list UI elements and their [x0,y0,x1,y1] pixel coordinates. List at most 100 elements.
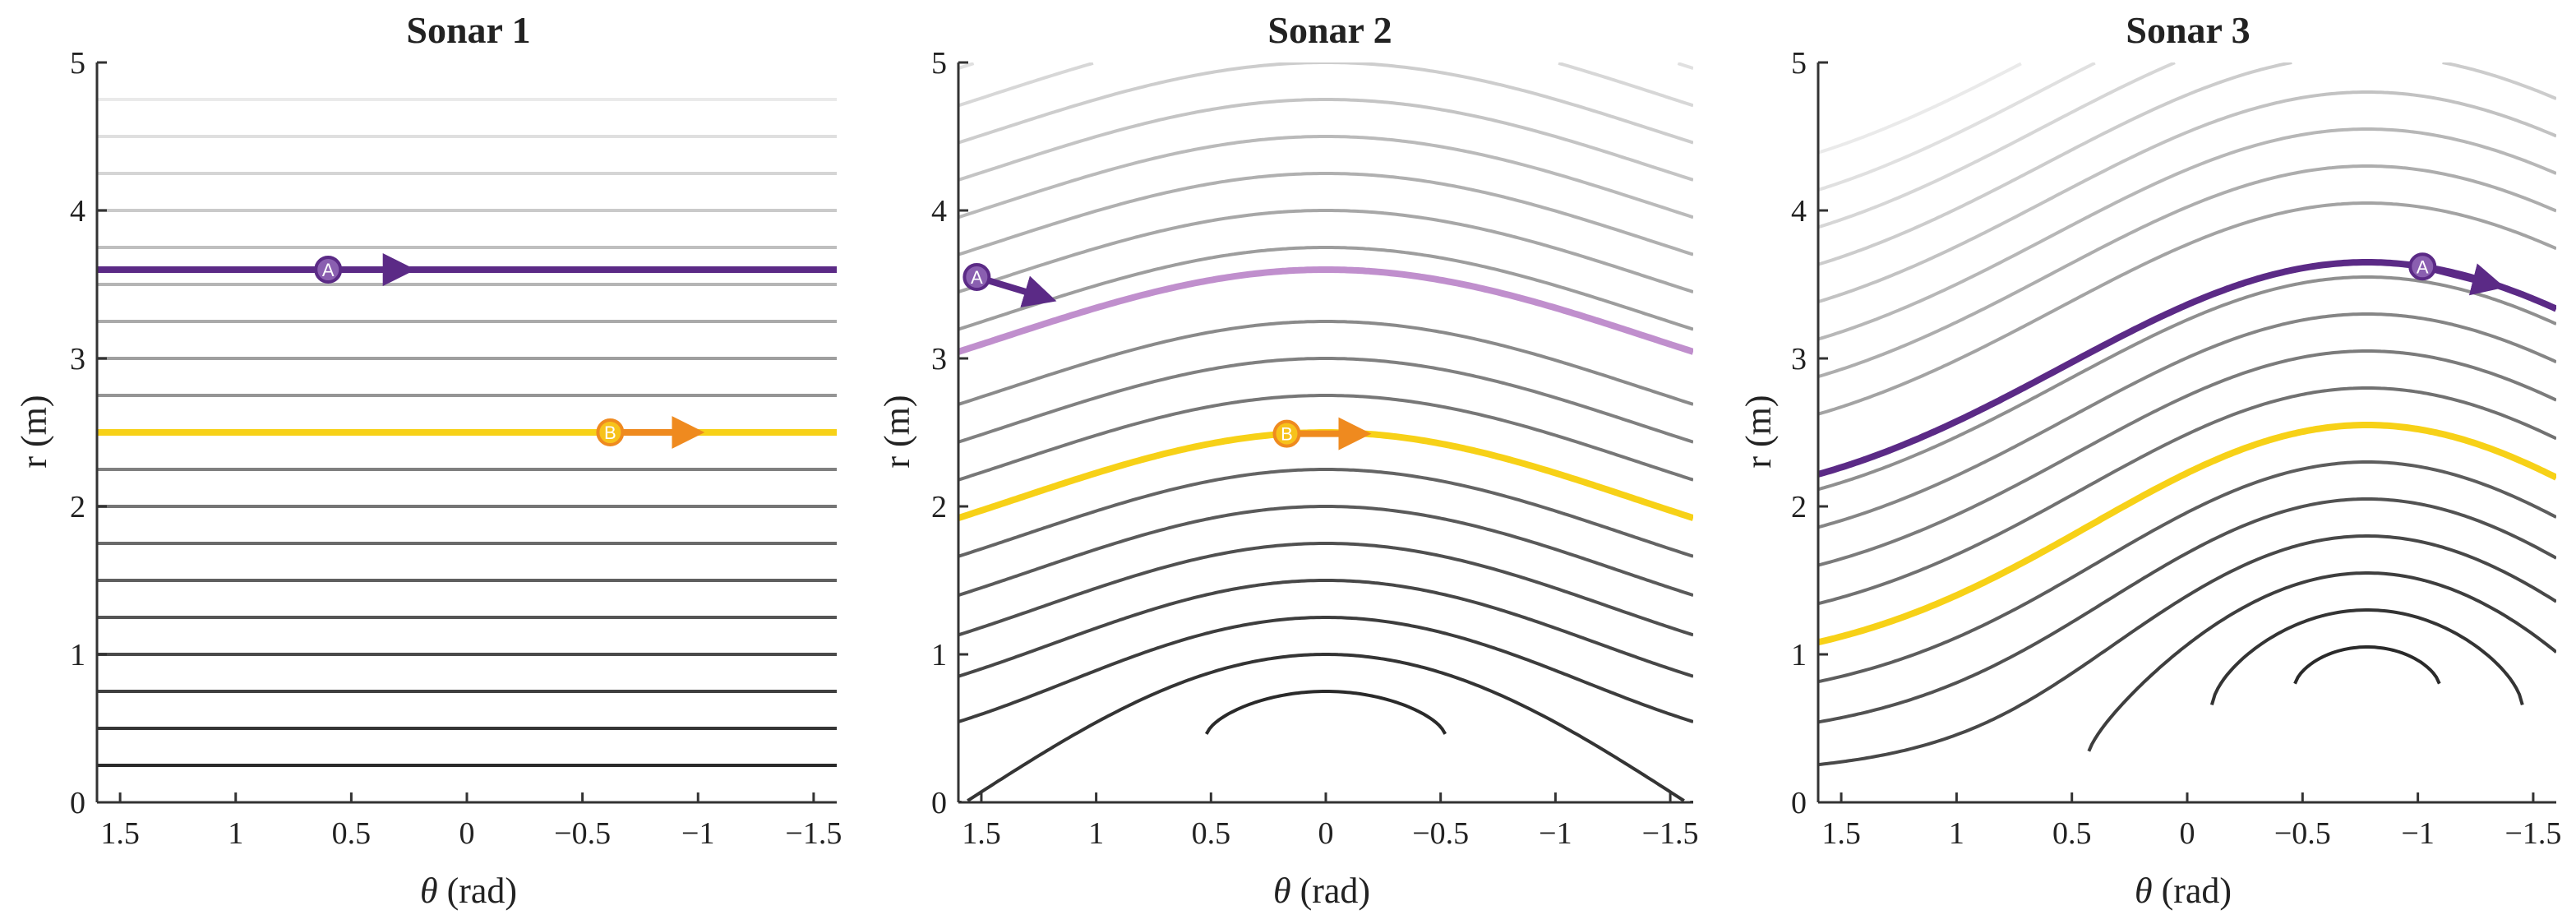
marker-a [963,263,991,291]
marker-b [596,418,625,446]
contour-lines [97,98,837,767]
y-tick-label: 3 [1791,342,1807,377]
y-tick-label: 3 [70,342,85,377]
markers: AB [314,253,705,449]
contour-line [1818,62,2096,192]
highlight-line-a [1818,259,2556,478]
y-tick-label: 2 [931,490,947,524]
highlighted-lines [97,266,837,436]
x-tick-label: 1 [1088,816,1104,851]
contour-line [958,246,1693,331]
contour-line [2293,645,2441,685]
contour-line [2209,608,2524,705]
y-axis-label: r (m) [877,395,917,468]
x-tick-label: −1.5 [1642,816,1699,851]
contour-line [958,542,1693,637]
marker-label: A [2417,256,2429,277]
y-tick-label: 5 [70,46,85,81]
marker-label: A [971,267,983,288]
x-tick-label: −0.5 [1412,816,1469,851]
y-tick-label: 1 [70,638,85,672]
contour-line [958,579,1693,678]
y-axis-label: r (m) [1738,395,1779,468]
x-tick-label: −0.5 [554,816,611,851]
axes: 0 1 2 3 4 5 1.5 1 0.5 0 −0.5 −1 −1.5 [1791,46,2561,851]
contour-line [1818,164,2556,379]
marker-label: B [1281,424,1293,445]
x-tick-label: 1.5 [100,816,140,851]
highlight-line-b [1818,422,2556,646]
marker-a [2408,252,2437,281]
y-tick-label: 3 [931,342,947,377]
marker-label: B [604,423,616,443]
x-tick-label: 0 [2180,816,2195,851]
x-tick-label: 1.5 [962,816,1001,851]
marker-a [314,256,343,284]
x-tick-label: −1 [2401,816,2434,851]
contour-line [958,62,1693,145]
y-tick-label: 2 [70,490,85,524]
contour-line [958,98,1693,182]
y-tick-label: 0 [70,786,85,820]
contour-line [2087,571,2556,752]
contour-line [1818,62,2176,229]
contour-line [958,616,1693,723]
contour-line [1818,349,2556,567]
contour-line [1818,62,2022,155]
contour-lines [958,62,1693,802]
x-axis-label: θ (rad) [1273,871,1370,911]
x-tick-label: 0 [1318,816,1334,851]
contour-line [1818,460,2556,684]
contour-line [958,357,1693,444]
marker-b [1272,419,1301,448]
sonar-3-plot: Sonar 3 A 0 1 2 3 4 5 1.5 1 0.5 0 −0.5 −1 −1.5 θ (ra… [1738,9,2561,911]
contour-line [1818,534,2556,767]
x-axis-label: θ (rad) [2135,871,2232,911]
contour-line [1818,201,2556,416]
chart-title: Sonar 1 [406,9,530,51]
contour-line [958,320,1693,406]
contour-line [1818,62,2556,266]
chart-title: Sonar 3 [2126,9,2250,51]
contour-line [958,394,1693,482]
contour-line [1818,275,2556,492]
x-tick-label: 0.5 [1192,816,1231,851]
chart-title: Sonar 2 [1267,9,1392,51]
contour-line [958,505,1693,598]
x-tick-label: −1 [681,816,714,851]
x-tick-label: 0 [459,816,475,851]
contour-line [1818,497,2556,724]
x-tick-label: −0.5 [2274,816,2331,851]
x-tick-label: 1 [228,816,243,851]
markers: AB [963,263,1372,450]
x-tick-label: −1.5 [785,816,842,851]
x-tick-label: −1 [1539,816,1572,851]
x-tick-label: 0.5 [332,816,372,851]
y-tick-label: 1 [1791,638,1807,672]
contour-line [1818,127,2556,341]
marker-label: A [322,260,335,280]
y-tick-label: 1 [931,638,947,672]
markers: A [2408,252,2505,296]
contour-line [958,172,1693,256]
contour-line [958,653,1693,802]
y-tick-label: 5 [1791,46,1807,81]
contour-line [958,209,1693,294]
y-tick-label: 4 [931,194,947,229]
contour-line [958,62,1693,108]
contour-line [958,62,1693,71]
y-tick-label: 0 [931,786,947,820]
x-axis-label: θ (rad) [420,871,517,911]
contour-line [958,468,1693,558]
highlight-line-a [958,266,1693,355]
y-tick-label: 2 [1791,490,1807,524]
contour-line [1818,312,2556,529]
contour-line [1818,386,2556,606]
contour-lines [1818,62,2556,767]
y-tick-label: 5 [931,46,947,81]
y-tick-label: 0 [1791,786,1807,820]
x-tick-label: 0.5 [2052,816,2092,851]
axes: 0 1 2 3 4 5 1.5 1 0.5 0 −0.5 −1 −1.5 [931,46,1699,851]
